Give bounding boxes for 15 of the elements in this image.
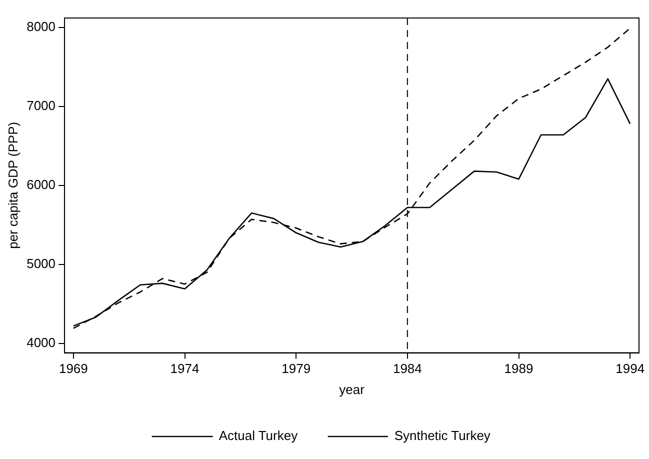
x-tick-label: 1984 [392, 361, 422, 376]
x-tick-label: 1979 [282, 361, 311, 376]
y-tick-label: 8000 [26, 19, 56, 34]
x-axis-title: year [339, 382, 366, 397]
y-tick-label: 5000 [26, 256, 56, 271]
legend-label: Synthetic Turkey [394, 428, 491, 444]
x-tick-label: 1969 [58, 361, 88, 376]
y-axis-title: per capita GDP (PPP) [5, 122, 20, 249]
y-tick-label: 6000 [26, 176, 56, 192]
y-tick-label: 4000 [26, 334, 56, 350]
legend-label: Actual Turkey [218, 428, 298, 444]
y-tick-label: 7000 [26, 98, 56, 114]
x-tick-label: 1994 [616, 361, 645, 376]
x-tick-label: 1974 [170, 361, 200, 376]
x-tick-label: 1989 [504, 361, 534, 376]
